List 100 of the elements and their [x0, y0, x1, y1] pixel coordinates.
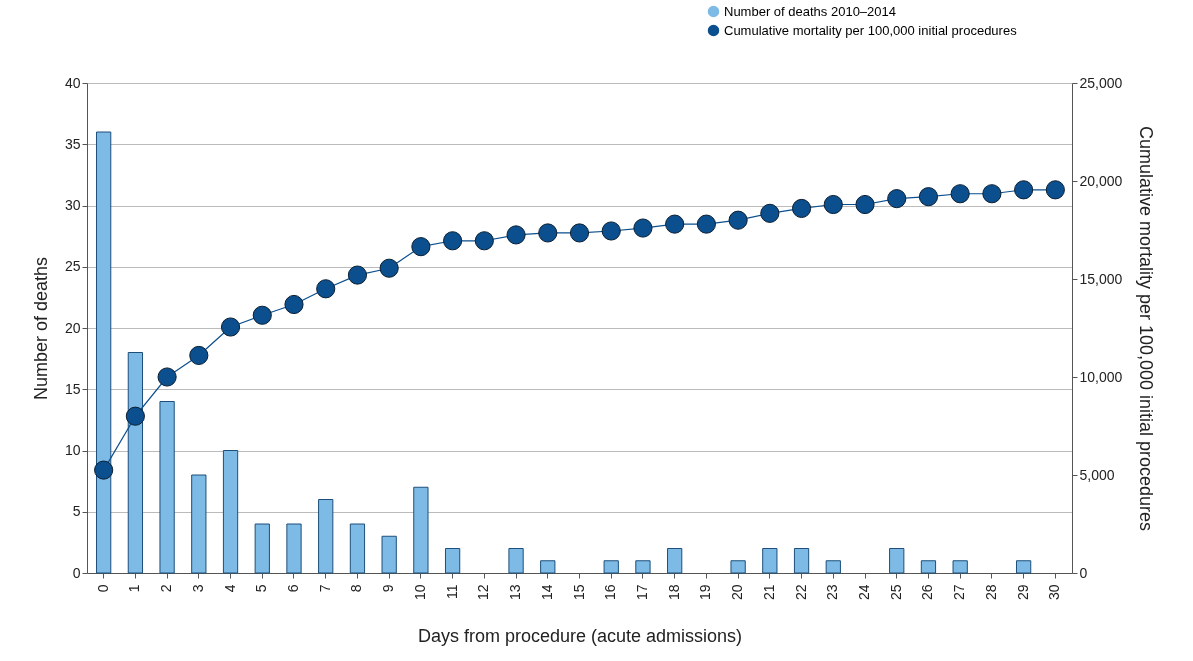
point — [823, 194, 843, 215]
x-tick-label: 30 — [1046, 584, 1063, 601]
point — [538, 223, 558, 243]
point — [347, 265, 368, 285]
x-tick-label: 6 — [284, 584, 301, 593]
point — [760, 203, 780, 223]
point — [189, 345, 209, 366]
point — [94, 460, 114, 480]
point — [1045, 180, 1065, 200]
bar — [889, 548, 905, 574]
y2-tick-label: 20,000 — [1079, 172, 1123, 189]
x-tick-label: 29 — [1014, 584, 1031, 601]
y2-axis-title: Cumulative mortality per 100,000 initial procedures — [1136, 125, 1157, 532]
x-tick-label: 13 — [507, 584, 524, 601]
bar — [762, 548, 778, 574]
y2-tick-label: 10,000 — [1079, 368, 1123, 385]
y-tick-label: 10 — [64, 442, 81, 458]
bar — [603, 560, 619, 574]
bar — [952, 560, 968, 574]
x-tick-label: 2 — [158, 584, 175, 593]
y-tick-label: 20 — [64, 319, 81, 336]
point — [316, 279, 336, 299]
bar — [540, 560, 556, 574]
point — [633, 218, 653, 238]
point — [252, 305, 272, 325]
x-tick-label: 16 — [602, 584, 619, 601]
x-tick-label: 23 — [824, 584, 841, 601]
x-tick-label: 3 — [189, 584, 206, 593]
x-tick-label: 7 — [316, 584, 333, 593]
bar — [127, 352, 144, 574]
x-tick-label: 4 — [221, 584, 238, 593]
point — [284, 294, 304, 315]
x-tick-label: 18 — [665, 584, 682, 601]
point — [411, 237, 431, 257]
bar — [413, 486, 429, 574]
x-tick-label: 10 — [411, 584, 428, 601]
bar — [635, 560, 651, 574]
point — [887, 189, 907, 209]
x-tick-label: 24 — [856, 584, 873, 601]
x-tick-label: 19 — [697, 584, 714, 601]
bar — [222, 450, 239, 574]
y-tick-label: 0 — [72, 564, 81, 581]
bar — [825, 560, 841, 574]
legend-label: Number of deaths 2010–2014 — [724, 3, 897, 19]
y2-tick-label: 15,000 — [1079, 270, 1123, 287]
y-tick-label: 25 — [64, 258, 81, 275]
point — [791, 198, 812, 219]
x-tick-label: 14 — [538, 584, 555, 601]
bar — [508, 548, 524, 574]
bar — [96, 131, 112, 574]
point — [157, 367, 177, 387]
point — [601, 221, 621, 241]
y-tick-label: 35 — [64, 135, 81, 152]
point — [443, 231, 463, 251]
point — [506, 225, 526, 245]
x-tick-label: 21 — [760, 584, 777, 601]
point — [1014, 180, 1034, 200]
point — [474, 231, 494, 251]
y-tick-label: 15 — [64, 380, 81, 397]
x-tick-label: 25 — [887, 584, 904, 601]
y2-tick-label: 25,000 — [1079, 74, 1123, 91]
x-tick-label: 26 — [919, 584, 936, 601]
bar — [381, 535, 397, 574]
point — [569, 223, 590, 243]
point — [379, 258, 399, 278]
point — [855, 194, 875, 215]
x-tick-label: 8 — [348, 584, 365, 593]
point — [982, 184, 1002, 204]
x-tick-label: 17 — [633, 584, 650, 601]
x-tick-label: 5 — [253, 584, 270, 593]
bar — [318, 499, 334, 574]
x-tick-label: 28 — [982, 584, 999, 601]
y-tick-label: 40 — [64, 74, 81, 91]
legend-label: Cumulative mortality per 100,000 initial procedures — [724, 22, 1018, 38]
bar — [159, 401, 175, 574]
x-tick-label: 12 — [475, 584, 492, 601]
y2-tick-label: 0 — [1079, 564, 1088, 581]
x-axis-title: Days from procedure (acute admissions) — [417, 626, 743, 647]
bar — [793, 548, 810, 574]
x-tick-label: 20 — [729, 584, 746, 601]
bar — [191, 474, 207, 574]
bar — [920, 560, 937, 574]
bar — [1015, 560, 1032, 574]
bar — [349, 523, 366, 574]
y-axis-title: Number of deaths — [30, 256, 51, 401]
y2-tick-label: 5,000 — [1079, 466, 1115, 483]
point — [665, 214, 685, 234]
bar — [730, 560, 746, 574]
point — [918, 187, 939, 207]
point — [950, 184, 970, 204]
y-tick-label: 5 — [72, 503, 81, 520]
bar — [286, 523, 302, 574]
point — [125, 406, 145, 426]
x-tick-label: 1 — [126, 584, 143, 593]
x-tick-label: 11 — [443, 584, 460, 600]
y-tick-label: 30 — [64, 197, 81, 213]
x-tick-label: 22 — [792, 584, 809, 601]
point — [220, 317, 241, 337]
bar — [444, 548, 461, 574]
x-tick-label: 9 — [380, 584, 397, 593]
